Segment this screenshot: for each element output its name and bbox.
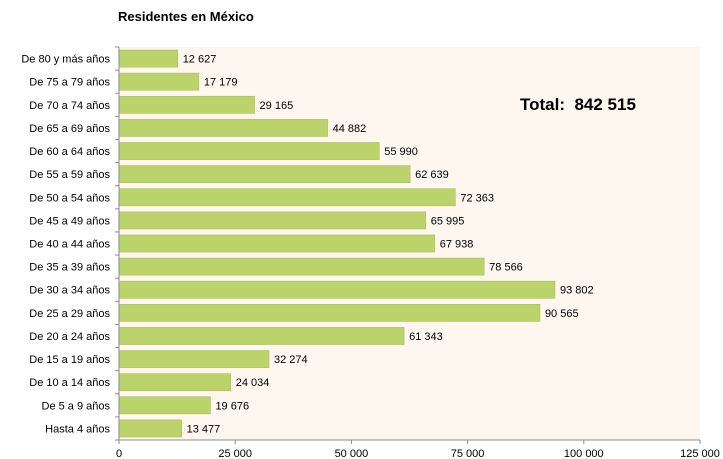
data-label: 65 995 [431,215,465,227]
bar [118,165,411,183]
data-label: 24 034 [236,377,270,389]
y-tick-label: De 80 y más años [21,54,110,66]
y-tick-label: De 5 a 9 años [42,400,111,412]
y-tick-label: De 45 a 49 años [29,215,110,227]
data-label: 29 165 [260,100,294,112]
y-tick-label: De 50 a 54 años [29,192,110,204]
data-label: 19 676 [215,400,249,412]
total-label: Total: [520,95,566,114]
bar [118,95,255,114]
data-label: 78 566 [489,262,523,274]
bar [118,49,178,68]
y-tick-label: De 25 a 29 años [29,308,110,320]
y-tick-label: De 30 a 34 años [29,285,110,297]
y-tick-label: De 20 a 24 años [29,331,110,343]
bar [118,119,328,137]
x-tick-label: 100 000 [564,448,604,459]
chart-title: Residentes en México [118,9,254,24]
y-tick-label: De 15 a 19 años [29,354,110,366]
bar [118,280,556,299]
y-tick-label: De 35 a 39 años [29,262,110,274]
y-tick-label: De 60 a 64 años [29,146,110,158]
data-label: 62 639 [415,169,449,181]
data-label: 67 938 [440,239,474,251]
x-tick-label: 0 [116,448,122,459]
bar [118,257,485,276]
x-tick-label: 25 000 [218,448,252,459]
data-label: 72 363 [460,192,494,204]
bar [118,419,182,438]
data-label: 90 565 [545,308,579,320]
bar [118,350,270,368]
data-label: 93 802 [560,285,594,297]
total-annotation: Total: 842 515 [520,95,636,115]
data-label: 61 343 [409,331,443,343]
bar [118,188,456,207]
y-tick-label: De 55 a 59 años [29,169,110,181]
bar [118,211,427,230]
y-tick-label: De 10 a 14 años [29,377,110,389]
data-label: 32 274 [274,354,308,366]
data-label: 17 179 [204,77,238,89]
y-tick-label: De 40 a 44 años [29,239,110,251]
x-tick-label: 75 000 [451,448,485,459]
bar [118,327,405,345]
data-label: 55 990 [384,146,418,158]
y-tick-label: De 65 a 69 años [29,123,110,135]
bar [118,72,200,91]
x-tick-label: 125 000 [680,448,720,459]
bar [118,142,380,160]
bar [118,234,436,253]
data-label: 44 882 [333,123,367,135]
y-tick-label: De 70 a 74 años [29,100,110,112]
bar [118,303,541,322]
total-value: 842 515 [574,95,636,114]
bar [118,373,232,392]
y-tick-label: De 75 a 79 años [29,77,110,89]
data-label: 12 627 [183,54,217,66]
y-tick-label: Hasta 4 años [45,423,110,435]
bar [118,396,211,415]
x-tick-label: 50 000 [335,448,369,459]
data-label: 13 477 [187,423,221,435]
